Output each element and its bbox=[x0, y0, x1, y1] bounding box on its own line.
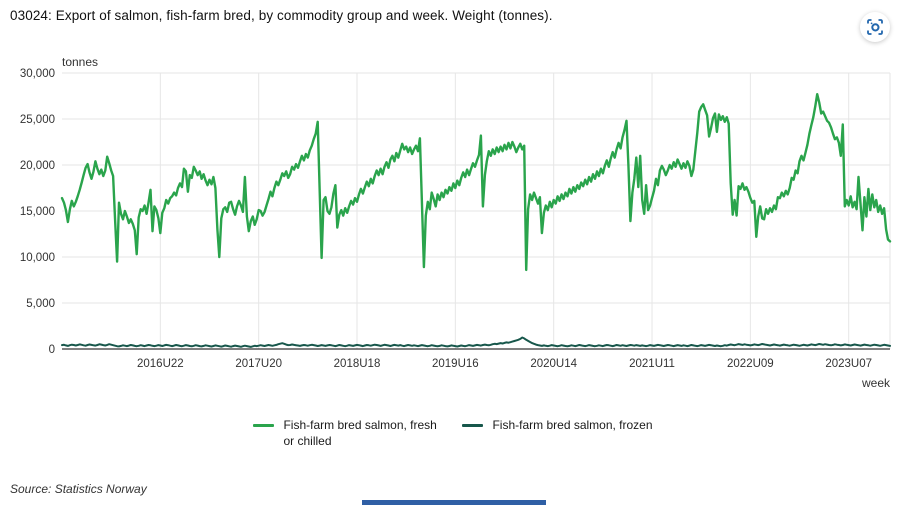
x-tick-label: 2023U07 bbox=[825, 358, 872, 370]
axis-labels: 0 5,000 10,000 15,000 20,000 25,000 30,000 2016… bbox=[20, 55, 891, 390]
y-tick-label: 0 bbox=[49, 344, 55, 356]
y-tick-label: 30,000 bbox=[20, 68, 55, 80]
y-tick-label: 25,000 bbox=[20, 114, 55, 126]
salmon-export-line-chart[interactable]: 0 5,000 10,000 15,000 20,000 25,000 30,000 2016… bbox=[0, 44, 906, 404]
chart-area[interactable]: 0 5,000 10,000 15,000 20,000 25,000 30,000 2016… bbox=[0, 44, 906, 404]
x-tick-label: 2017U20 bbox=[235, 358, 282, 370]
series-line-frozen[interactable] bbox=[61, 336, 891, 348]
y-tick-label: 10,000 bbox=[20, 252, 55, 264]
legend-label-fresh: Fish-farm bred salmon, fresh or chilled bbox=[283, 418, 437, 448]
source-note: Source: Statistics Norway bbox=[10, 482, 147, 496]
x-tick-label: 2020U14 bbox=[530, 358, 577, 370]
legend-label-frozen: Fish-farm bred salmon, frozen bbox=[492, 418, 653, 432]
screen-capture-button[interactable] bbox=[860, 12, 890, 42]
x-axis-title: week bbox=[861, 376, 891, 390]
y-tick-label: 5,000 bbox=[26, 298, 55, 310]
legend-item-frozen[interactable]: Fish-farm bred salmon, frozen bbox=[462, 418, 653, 434]
x-tick-label: 2016U22 bbox=[137, 358, 184, 370]
x-tick-label: 2018U18 bbox=[334, 358, 381, 370]
legend-swatch-frozen-icon bbox=[462, 424, 484, 427]
x-tick-label: 2019U16 bbox=[432, 358, 479, 370]
legend-item-fresh[interactable]: Fish-farm bred salmon, fresh or chilled bbox=[253, 418, 448, 449]
y-axis-title: tonnes bbox=[62, 55, 98, 69]
screen-capture-icon bbox=[866, 18, 884, 36]
y-tick-label: 20,000 bbox=[20, 160, 55, 172]
bottom-bar[interactable] bbox=[362, 500, 546, 505]
y-tick-label: 15,000 bbox=[20, 206, 55, 218]
series-line-fresh[interactable] bbox=[60, 93, 892, 272]
gridlines bbox=[62, 72, 891, 349]
x-tick-label: 2022U09 bbox=[727, 358, 774, 370]
chart-legend: Fish-farm bred salmon, fresh or chilled … bbox=[0, 418, 906, 449]
chart-title: 03024: Export of salmon, fish-farm bred,… bbox=[10, 8, 553, 23]
legend-swatch-fresh-icon bbox=[253, 424, 275, 427]
x-tick-label: 2021U11 bbox=[629, 358, 675, 370]
